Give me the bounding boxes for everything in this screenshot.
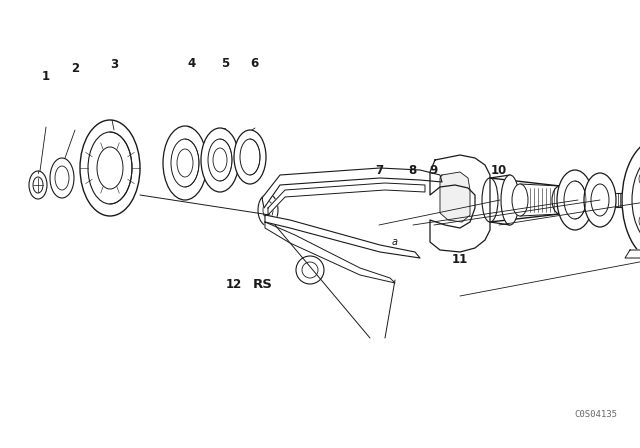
Ellipse shape bbox=[557, 170, 593, 230]
Polygon shape bbox=[440, 172, 470, 222]
Polygon shape bbox=[268, 183, 425, 215]
Polygon shape bbox=[262, 168, 442, 208]
Ellipse shape bbox=[240, 139, 260, 175]
Text: 8: 8 bbox=[409, 164, 417, 177]
Text: 2: 2 bbox=[72, 61, 79, 75]
Text: RS: RS bbox=[253, 278, 273, 291]
Ellipse shape bbox=[97, 147, 123, 189]
Ellipse shape bbox=[639, 215, 640, 227]
Ellipse shape bbox=[213, 148, 227, 172]
Text: a: a bbox=[392, 237, 398, 247]
Text: 10: 10 bbox=[491, 164, 508, 177]
Ellipse shape bbox=[80, 120, 140, 216]
Ellipse shape bbox=[632, 154, 640, 246]
Ellipse shape bbox=[234, 130, 266, 184]
Text: 9: 9 bbox=[430, 164, 438, 177]
Text: 4: 4 bbox=[188, 57, 196, 70]
Ellipse shape bbox=[33, 177, 43, 193]
Ellipse shape bbox=[296, 256, 324, 284]
Text: 7: 7 bbox=[375, 164, 383, 177]
Ellipse shape bbox=[177, 149, 193, 177]
Ellipse shape bbox=[482, 178, 498, 222]
Ellipse shape bbox=[163, 126, 207, 200]
Ellipse shape bbox=[171, 139, 199, 187]
Ellipse shape bbox=[584, 173, 616, 227]
Text: 12: 12 bbox=[225, 278, 242, 291]
Text: 1: 1 bbox=[42, 69, 50, 83]
Text: 6: 6 bbox=[251, 57, 259, 70]
Ellipse shape bbox=[263, 201, 273, 219]
Text: 5: 5 bbox=[221, 57, 229, 70]
Ellipse shape bbox=[622, 138, 640, 262]
Text: 3: 3 bbox=[110, 58, 118, 72]
Ellipse shape bbox=[88, 132, 132, 204]
Ellipse shape bbox=[512, 184, 528, 216]
Polygon shape bbox=[625, 250, 640, 258]
Text: C0S04135: C0S04135 bbox=[575, 409, 618, 418]
Polygon shape bbox=[430, 155, 490, 252]
Text: 11: 11 bbox=[451, 253, 468, 267]
Ellipse shape bbox=[302, 262, 318, 278]
Polygon shape bbox=[265, 215, 420, 258]
Ellipse shape bbox=[591, 184, 609, 216]
Ellipse shape bbox=[50, 158, 74, 198]
Ellipse shape bbox=[208, 139, 232, 181]
Ellipse shape bbox=[258, 194, 278, 226]
Ellipse shape bbox=[29, 171, 47, 199]
Ellipse shape bbox=[501, 175, 519, 225]
Ellipse shape bbox=[552, 186, 568, 214]
Ellipse shape bbox=[564, 181, 586, 219]
Polygon shape bbox=[265, 222, 395, 283]
Ellipse shape bbox=[639, 173, 640, 185]
Ellipse shape bbox=[55, 166, 69, 190]
Ellipse shape bbox=[201, 128, 239, 192]
